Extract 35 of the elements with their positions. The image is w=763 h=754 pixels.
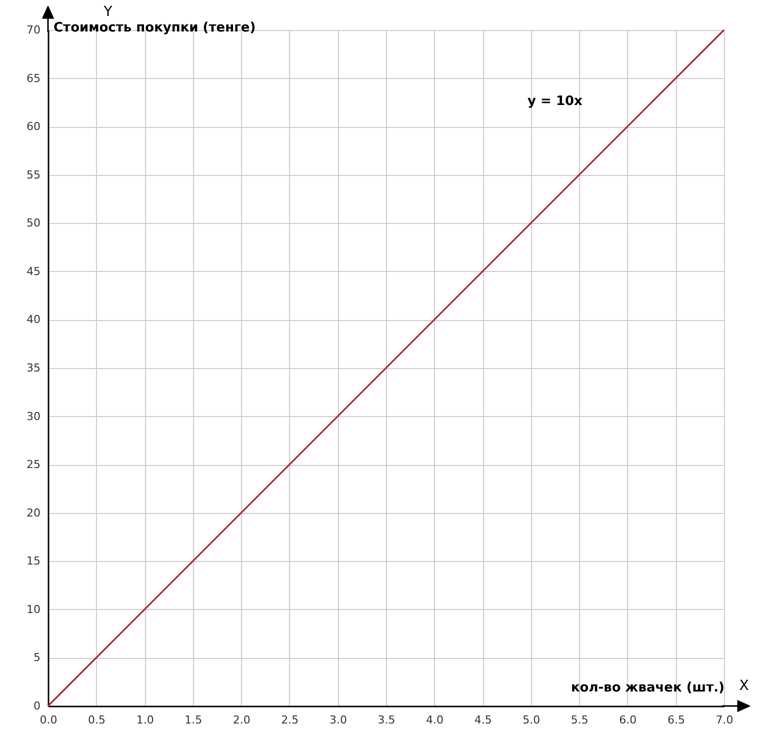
- x-tick-label: 5.5: [570, 714, 588, 726]
- y-tick-label: 50: [26, 216, 40, 230]
- x-tick-label: 4.0: [426, 714, 444, 726]
- x-tick-label: 2.0: [232, 714, 250, 726]
- x-tick-label: 5.0: [522, 714, 540, 726]
- text: Y: [102, 4, 113, 20]
- x-tick-label: 2.5: [281, 714, 299, 726]
- y-tick-label: 45: [26, 264, 40, 278]
- x-tick-label: 0.0: [40, 714, 58, 726]
- x-tick-label: 6.5: [667, 714, 685, 726]
- x-tick-label: 6.0: [619, 714, 637, 726]
- x-tick-label: 3.5: [378, 714, 396, 726]
- y-axis-title: Стоимость покупки (тенге): [54, 20, 256, 36]
- y-tick-label: 30: [26, 410, 40, 423]
- annotation: y = 10x: [528, 94, 584, 109]
- x-tick-label: 7.0: [716, 714, 734, 726]
- x-tick-label: 0.5: [88, 714, 106, 726]
- y-tick-label: 65: [26, 72, 40, 85]
- x-tick-label: 1.0: [136, 714, 154, 726]
- text: X: [739, 678, 750, 694]
- y-tick-label: 25: [26, 458, 40, 472]
- x-axis-title: кол-во жвачек (шт.): [570, 680, 724, 696]
- y-tick-label: 55: [26, 168, 40, 182]
- x-tick-label: 4.5: [474, 714, 492, 726]
- y-tick-label: 20: [26, 506, 40, 520]
- y-tick-label: 70: [26, 24, 40, 36]
- y-tick-label: 40: [26, 313, 40, 326]
- y-tick-label: 15: [26, 554, 40, 568]
- y-tick-label: 60: [26, 120, 40, 134]
- y-tick-label: 35: [26, 362, 40, 374]
- x-tick-label: 1.5: [184, 714, 202, 726]
- y-tick-label: 10: [26, 602, 40, 616]
- y-tick-label: 0: [34, 700, 40, 712]
- x-tick-label: 3.0: [329, 714, 347, 726]
- y-tick-label: 5: [34, 651, 40, 664]
